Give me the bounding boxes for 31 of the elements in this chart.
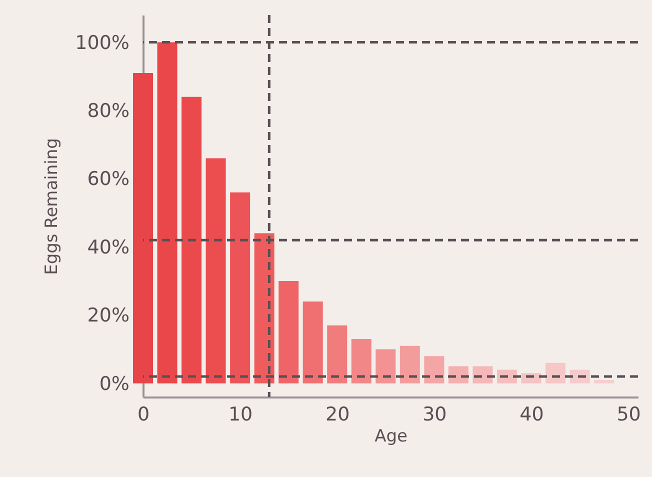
bar — [376, 349, 396, 384]
y-tick-label: 60% — [87, 168, 130, 190]
x-tick-label: 0 — [137, 404, 150, 426]
y-axis-title: Eggs Remaining — [42, 138, 62, 275]
bar — [278, 281, 299, 384]
y-tick-label: 80% — [87, 100, 130, 122]
x-tick-label: 20 — [326, 404, 350, 426]
bar — [570, 370, 590, 384]
x-axis-title: Age — [374, 426, 408, 446]
y-tick-label: 0% — [99, 372, 130, 395]
bar — [230, 192, 250, 384]
bar — [351, 339, 372, 384]
bar — [302, 302, 323, 384]
bar — [472, 366, 493, 384]
x-tick-label: 50 — [616, 404, 641, 426]
bar — [157, 42, 178, 384]
y-tick-label: 100% — [75, 32, 130, 54]
x-tick-label: 10 — [228, 404, 253, 426]
bar — [424, 356, 444, 384]
bar — [594, 380, 614, 384]
y-tick-label: 40% — [87, 236, 130, 258]
x-tick-label: 40 — [520, 404, 544, 426]
bar — [254, 233, 274, 384]
x-tick-label: 30 — [422, 404, 447, 426]
bar — [546, 362, 566, 384]
y-tick-label: 20% — [87, 304, 130, 327]
bar — [182, 96, 202, 384]
bar — [400, 346, 420, 384]
bar — [133, 72, 153, 384]
bar — [327, 325, 348, 384]
bar — [206, 158, 226, 384]
